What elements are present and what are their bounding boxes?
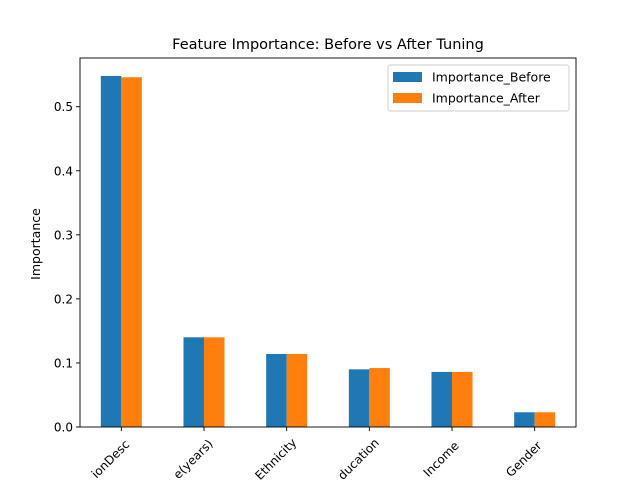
bar-after-5 <box>534 412 556 427</box>
legend-swatch-after <box>393 93 422 103</box>
bar-after-3 <box>369 368 390 427</box>
y-tick-label: 0.5 <box>54 100 73 114</box>
legend-label-before: Importance_Before <box>432 70 551 85</box>
y-tick-label: 0.2 <box>54 292 73 306</box>
legend-label-after: Importance_After <box>432 91 541 106</box>
bar-after-4 <box>452 371 473 427</box>
y-tick-label: 0.0 <box>54 421 73 435</box>
bar-before-4 <box>431 371 452 427</box>
bar-before-5 <box>514 412 535 427</box>
chart-title: Feature Importance: Before vs After Tuni… <box>172 37 484 53</box>
bar-before-0 <box>100 75 122 427</box>
bar-before-2 <box>266 353 287 427</box>
y-tick-label: 0.4 <box>54 164 73 178</box>
y-axis-ticks: 0.0 0.1 0.2 0.3 0.4 0.5 <box>54 100 80 435</box>
bar-after-1 <box>204 337 225 427</box>
y-tick-label: 0.3 <box>54 228 73 242</box>
bars-group <box>100 75 556 427</box>
bar-before-1 <box>183 337 204 427</box>
bar-after-0 <box>121 77 142 427</box>
legend-frame <box>387 64 570 112</box>
plot-area-frame <box>79 57 577 428</box>
y-tick-label: 0.1 <box>54 356 73 370</box>
bar-before-3 <box>348 369 370 427</box>
legend-swatch-before <box>393 72 422 82</box>
bar-after-2 <box>286 353 308 427</box>
legend: Importance_Before Importance_After <box>387 64 570 112</box>
y-axis-label: Importance <box>28 208 43 280</box>
